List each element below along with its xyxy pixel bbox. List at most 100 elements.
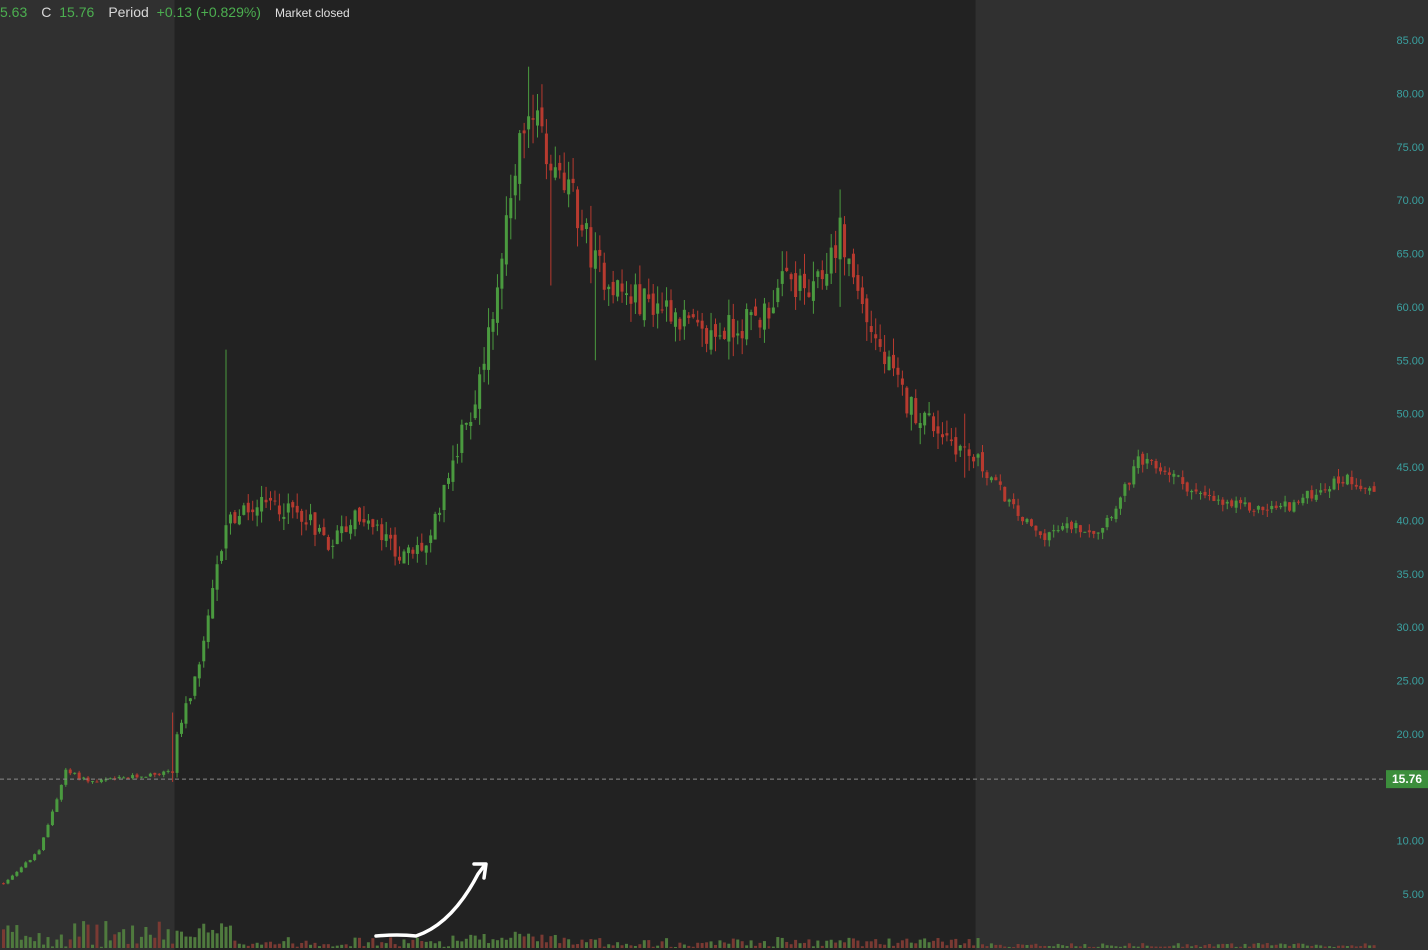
- volume-bar: [1007, 946, 1011, 948]
- volume-bar: [82, 921, 86, 948]
- annotation-arrow-shaft[interactable]: [374, 864, 486, 938]
- candle: [905, 386, 909, 418]
- candle: [1332, 476, 1336, 491]
- volume-bar: [762, 941, 766, 948]
- volume-bar: [1239, 946, 1243, 948]
- volume-bar: [1248, 946, 1251, 948]
- volume-bar: [251, 943, 255, 948]
- volume-bar: [767, 946, 771, 948]
- candle: [865, 294, 869, 341]
- candle: [108, 777, 112, 780]
- candle: [224, 349, 228, 561]
- candle: [780, 251, 784, 297]
- last-price-label: 15.76: [1392, 772, 1422, 786]
- candle: [860, 276, 864, 314]
- candle: [918, 413, 922, 445]
- volume-bar: [1292, 944, 1296, 948]
- volume-bar: [224, 926, 228, 948]
- volume-bar: [584, 942, 588, 948]
- volume-bar: [1034, 943, 1038, 948]
- candle: [269, 491, 272, 511]
- candle: [714, 318, 717, 352]
- annotation-arrow-head-icon[interactable]: [472, 862, 488, 880]
- candle: [117, 775, 121, 779]
- candle: [958, 444, 962, 458]
- candle: [1314, 489, 1318, 502]
- volume-bar: [220, 923, 224, 948]
- candle: [15, 870, 19, 877]
- volume-bar: [10, 931, 14, 948]
- candle: [883, 335, 887, 374]
- volume-bar: [1172, 945, 1176, 948]
- candle: [927, 401, 931, 417]
- volume-bar: [469, 934, 473, 948]
- candle: [317, 524, 321, 534]
- volume-bar: [878, 944, 882, 948]
- candle: [1118, 496, 1122, 515]
- volume-bar: [1314, 944, 1318, 948]
- candle: [482, 347, 486, 383]
- candle: [558, 155, 562, 179]
- volume-bar: [184, 936, 188, 948]
- candle: [1359, 479, 1363, 492]
- volume-bar: [1368, 945, 1372, 948]
- volume-bar: [117, 932, 121, 948]
- volume-bar: [1283, 944, 1287, 948]
- volume-bar: [803, 942, 806, 948]
- candle: [447, 472, 450, 490]
- candle: [1132, 459, 1136, 488]
- volume-bar: [1363, 943, 1367, 948]
- candle: [1034, 525, 1038, 537]
- volume-bar: [513, 931, 517, 948]
- candle: [1123, 482, 1127, 502]
- candle: [220, 549, 224, 564]
- volume-bar: [518, 933, 522, 948]
- volume-bar: [211, 929, 215, 948]
- volume-bar: [1372, 945, 1376, 948]
- candle: [847, 258, 851, 277]
- candle: [1239, 497, 1243, 510]
- candle: [1092, 530, 1096, 539]
- volume-bar: [963, 943, 967, 948]
- volume-bar: [1176, 943, 1180, 948]
- candle: [647, 278, 651, 303]
- volume-bar: [1078, 946, 1082, 948]
- volume-bar: [402, 939, 406, 948]
- volume-bar: [269, 941, 272, 948]
- volume-bar: [669, 946, 673, 948]
- candle: [1212, 490, 1216, 502]
- volume-bar: [335, 945, 339, 948]
- volume-bar: [629, 945, 633, 948]
- candle: [758, 317, 762, 339]
- candle: [202, 636, 206, 668]
- candle: [1029, 518, 1033, 527]
- volume-bar: [1301, 943, 1305, 948]
- candle: [353, 509, 357, 537]
- volume-bar: [68, 939, 72, 948]
- candle: [402, 549, 406, 564]
- y-tick-label: 70.00: [1396, 195, 1424, 207]
- volume-bar: [131, 925, 135, 948]
- candle: [442, 484, 446, 523]
- volume-bar: [495, 940, 499, 948]
- volume-bar: [1216, 944, 1220, 948]
- volume-bar: [731, 938, 735, 948]
- candle: [371, 518, 375, 535]
- volume-bar: [1056, 943, 1060, 948]
- volume-bar: [6, 925, 10, 948]
- volume-bar: [682, 944, 686, 948]
- candle: [188, 697, 192, 705]
- candle: [1167, 467, 1171, 483]
- volume-bar: [527, 933, 531, 948]
- candle: [825, 252, 829, 290]
- volume-bar: [829, 939, 833, 948]
- candle: [527, 66, 531, 148]
- candle: [580, 209, 584, 237]
- candle: [1328, 486, 1332, 498]
- candle: [398, 546, 402, 564]
- candle: [1065, 517, 1069, 533]
- volume-bar: [1203, 945, 1207, 948]
- volume-bar: [847, 937, 851, 948]
